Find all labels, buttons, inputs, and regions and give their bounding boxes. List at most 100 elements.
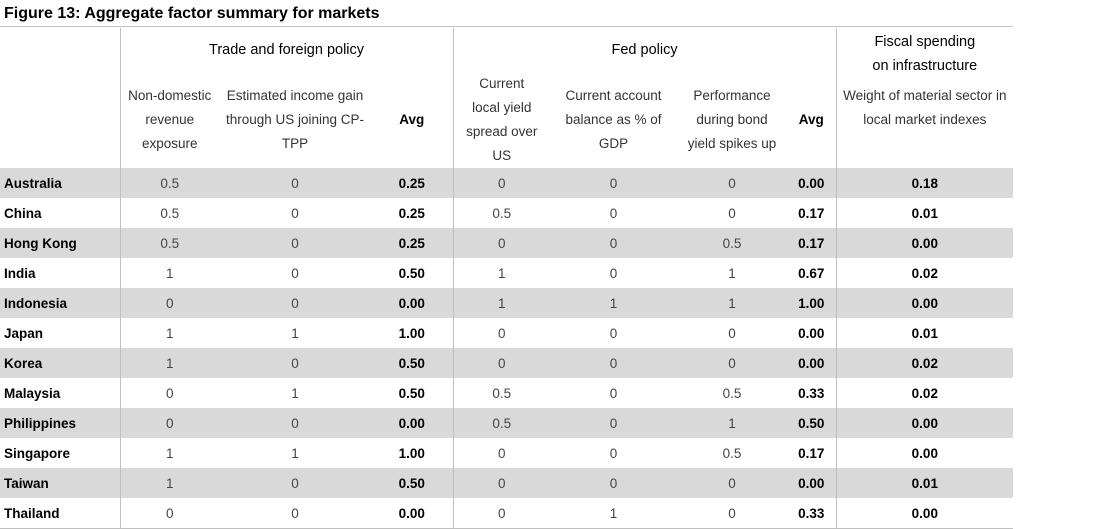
trade-avg-value: 0.00 [371, 288, 454, 318]
table-row: China 0.5 0 0.25 0.5 0 0 0.17 0.01 [0, 198, 1014, 228]
material-weight-value: 0.00 [835, 288, 1014, 318]
income-gain-value: 0 [291, 265, 299, 281]
material-weight-value: 0.01 [835, 318, 1014, 348]
table-row: Indonesia 0 0 0.00 1 1 1 1.00 0.00 [0, 288, 1014, 318]
yield-spread-value: 0 [452, 468, 551, 498]
market-name: Malaysia [4, 385, 61, 401]
table-body: Australia 0.5 0 0.25 0 0 0 0.00 0.18 China 0.5 0 0.2… [0, 168, 1014, 529]
column-header-row: Non-domestic revenue exposure Estimated … [0, 72, 1013, 168]
income-gain-value: 0 [219, 348, 371, 378]
table-row: Singapore 1 1 1.00 0 0 0.5 0.17 0.00 [0, 438, 1014, 468]
material-weight-value: 0.00 [835, 228, 1014, 258]
table-row: Taiwan 1 0 0.50 0 0 0 0.00 0.01 [0, 468, 1014, 498]
non-domestic-revenue-value: 0 [119, 408, 219, 438]
market-name: Australia [0, 168, 120, 198]
table-row: India 1 0 0.50 1 0 1 0.67 0.02 [0, 258, 1014, 288]
table-row: Philippines 0 0 0.00 0.5 0 1 0.50 0.00 [0, 408, 1014, 438]
fed-avg-value: 0.67 [798, 265, 825, 281]
factor-summary-table: Trade and foreign policy Fed policy Fisc… [0, 28, 1014, 529]
material-weight-value: 0.00 [835, 498, 1014, 529]
bond-performance-value: 0 [677, 168, 788, 198]
fed-avg-value: 0.00 [787, 348, 837, 378]
non-domestic-revenue-value: 0.5 [119, 168, 219, 198]
current-account-value: 0 [609, 445, 618, 461]
non-domestic-revenue-value: 0 [119, 288, 219, 318]
trade-avg-value: 0.25 [371, 228, 454, 258]
income-gain-value: 0 [291, 205, 299, 221]
material-weight-value: 0.02 [835, 348, 1014, 378]
fed-avg-value: 0.33 [787, 498, 837, 529]
market-name: Thailand [0, 498, 120, 529]
material-weight-value: 0.00 [835, 438, 1014, 468]
current-account-value: 0 [609, 385, 618, 401]
market-name: Philippines [0, 408, 120, 438]
bond-performance-value: 0.5 [722, 385, 742, 401]
yield-spread-value: 0.5 [452, 378, 551, 408]
income-gain-value: 1 [291, 445, 299, 461]
column-header-income-gain: Estimated income gain through US joining… [225, 88, 365, 151]
market-name: China [4, 205, 42, 221]
market-header [0, 72, 120, 168]
fed-avg-value: 0.17 [787, 228, 837, 258]
yield-spread-value: 0 [452, 438, 551, 468]
yield-spread-value: 0 [452, 498, 551, 529]
current-account-value: 0 [550, 408, 678, 438]
income-gain-value: 1 [291, 325, 299, 341]
bond-performance-value: 0 [728, 325, 736, 341]
current-account-value: 0 [550, 168, 678, 198]
material-weight-value: 0.02 [835, 258, 1014, 288]
column-header-current-account: Current account balance as % of GDP [565, 88, 662, 151]
trade-avg-value: 0.00 [371, 498, 454, 529]
material-weight-value: 0.00 [835, 408, 1014, 438]
non-domestic-revenue-value: 0.5 [119, 198, 219, 228]
market-name: Taiwan [0, 468, 120, 498]
current-account-value: 0 [609, 325, 618, 341]
current-account-value: 0 [550, 228, 678, 258]
yield-spread-value: 0 [452, 228, 551, 258]
bond-performance-value: 0 [677, 468, 788, 498]
table-row: Thailand 0 0 0.00 0 1 0 0.33 0.00 [0, 498, 1014, 529]
fed-avg-value: 0.00 [787, 468, 837, 498]
market-name: Japan [4, 325, 44, 341]
bond-performance-value: 1 [728, 265, 736, 281]
fed-avg-value: 0.50 [787, 408, 837, 438]
current-account-value: 0 [550, 348, 678, 378]
figure-title: Figure 13: Aggregate factor summary for … [4, 5, 380, 22]
current-account-value: 0 [609, 265, 618, 281]
income-gain-value: 0 [219, 288, 371, 318]
non-domestic-revenue-value: 1 [119, 258, 219, 288]
column-header-material-weight: Weight of material sector in local marke… [843, 88, 1007, 127]
table-row: Korea 1 0 0.50 0 0 0 0.00 0.02 [0, 348, 1014, 378]
trade-avg-value: 0.50 [371, 348, 454, 378]
income-gain-value: 1 [291, 385, 299, 401]
market-name: Singapore [4, 445, 71, 461]
current-account-value: 1 [550, 498, 678, 529]
table-row: Malaysia 0 1 0.50 0.5 0 0.5 0.33 0.02 [0, 378, 1014, 408]
bond-performance-value: 0.5 [677, 228, 788, 258]
bond-performance-value: 0 [677, 348, 788, 378]
market-name: India [4, 265, 36, 281]
fed-avg-value: 1.00 [787, 288, 837, 318]
non-domestic-revenue-value: 1 [119, 318, 219, 348]
income-gain-value: 0 [219, 468, 371, 498]
trade-avg-value: 0.50 [398, 265, 425, 281]
material-weight-value: 0.02 [835, 378, 1014, 408]
fed-avg-value: 0.17 [798, 445, 825, 461]
yield-spread-value: 0 [452, 168, 551, 198]
non-domestic-revenue-value: 1 [119, 348, 219, 378]
table-row: Australia 0.5 0 0.25 0 0 0 0.00 0.18 [0, 168, 1014, 198]
group-header-trade: Trade and foreign policy [119, 28, 454, 72]
market-header-blank [0, 28, 120, 72]
fed-avg-value: 0.00 [787, 168, 837, 198]
income-gain-value: 0 [219, 228, 371, 258]
trade-avg-value: 1.00 [398, 325, 425, 341]
group-header-fed: Fed policy [452, 28, 837, 72]
column-header-yield-spread: Current local yield spread over US [452, 72, 551, 168]
yield-spread-value: 1 [452, 258, 551, 288]
table-row: Japan 1 1 1.00 0 0 0 0.00 0.01 [0, 318, 1014, 348]
trade-avg-value: 0.25 [371, 168, 454, 198]
bond-performance-value: 1 [677, 408, 788, 438]
current-account-value: 1 [550, 288, 678, 318]
income-gain-value: 0 [219, 408, 371, 438]
trade-avg-value: 0.25 [398, 205, 425, 221]
